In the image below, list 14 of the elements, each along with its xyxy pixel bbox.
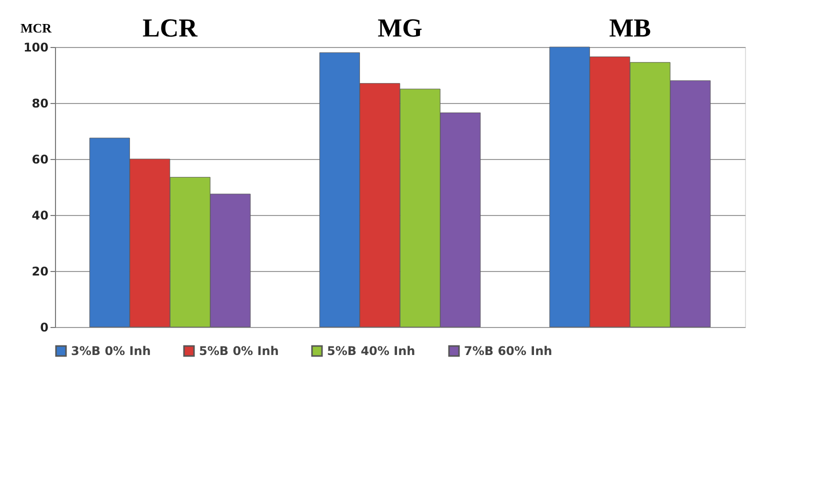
y-tick-label: 60 <box>32 152 48 166</box>
legend-label: 3%B 0% Inh <box>71 344 151 358</box>
y-axis-title: MCR <box>20 20 52 36</box>
y-tick-label: 20 <box>32 264 48 278</box>
x-tick-label: LCR <box>142 14 198 42</box>
y-tick-label: 80 <box>32 96 48 110</box>
x-tick-label: MB <box>609 14 651 42</box>
y-tick-label: 100 <box>23 40 48 54</box>
legend-label: 5%B 0% Inh <box>199 344 279 358</box>
x-tick-label: MG <box>378 14 422 42</box>
y-tick-label: 0 <box>40 320 48 334</box>
legend-label: 7%B 60% Inh <box>464 344 552 358</box>
legend-label: 5%B 40% Inh <box>327 344 416 358</box>
y-tick-label: 40 <box>32 208 48 222</box>
